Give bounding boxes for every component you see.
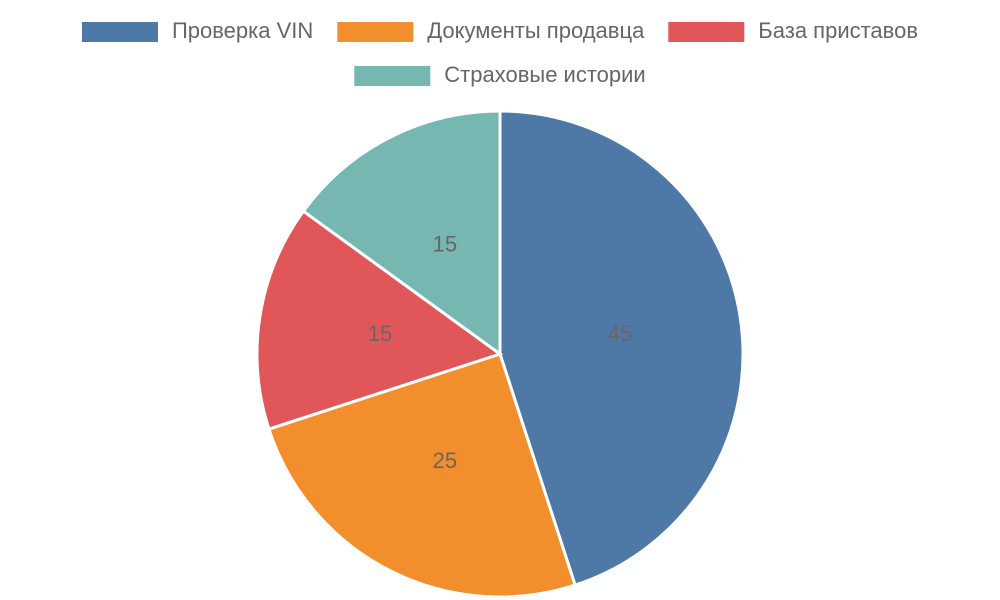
- data-label: 15: [433, 232, 457, 257]
- pie-slice: [255, 209, 504, 431]
- legend-label: Документы продавца: [427, 18, 645, 43]
- pie-slice: [498, 109, 745, 587]
- data-label: 45: [608, 321, 632, 346]
- pie-slice: [301, 109, 502, 357]
- legend-swatch: [354, 66, 431, 86]
- legend-swatch: [81, 22, 158, 42]
- legend-item: База приставов: [668, 18, 918, 43]
- legend-item: Проверка VIN: [81, 18, 313, 43]
- legend-item: Страховые истории: [354, 62, 646, 87]
- data-label: 15: [368, 321, 392, 346]
- pie-slice: [267, 352, 577, 599]
- legend-item: Документы продавца: [337, 18, 645, 43]
- legend-swatch: [668, 22, 745, 42]
- legend-label: База приставов: [758, 18, 918, 43]
- data-label: 25: [433, 448, 457, 473]
- legend-label: Проверка VIN: [172, 18, 313, 43]
- legend-swatch: [337, 22, 414, 42]
- legend-label: Страховые истории: [444, 62, 645, 87]
